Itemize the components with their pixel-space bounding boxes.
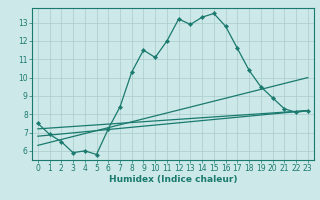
X-axis label: Humidex (Indice chaleur): Humidex (Indice chaleur) xyxy=(108,175,237,184)
